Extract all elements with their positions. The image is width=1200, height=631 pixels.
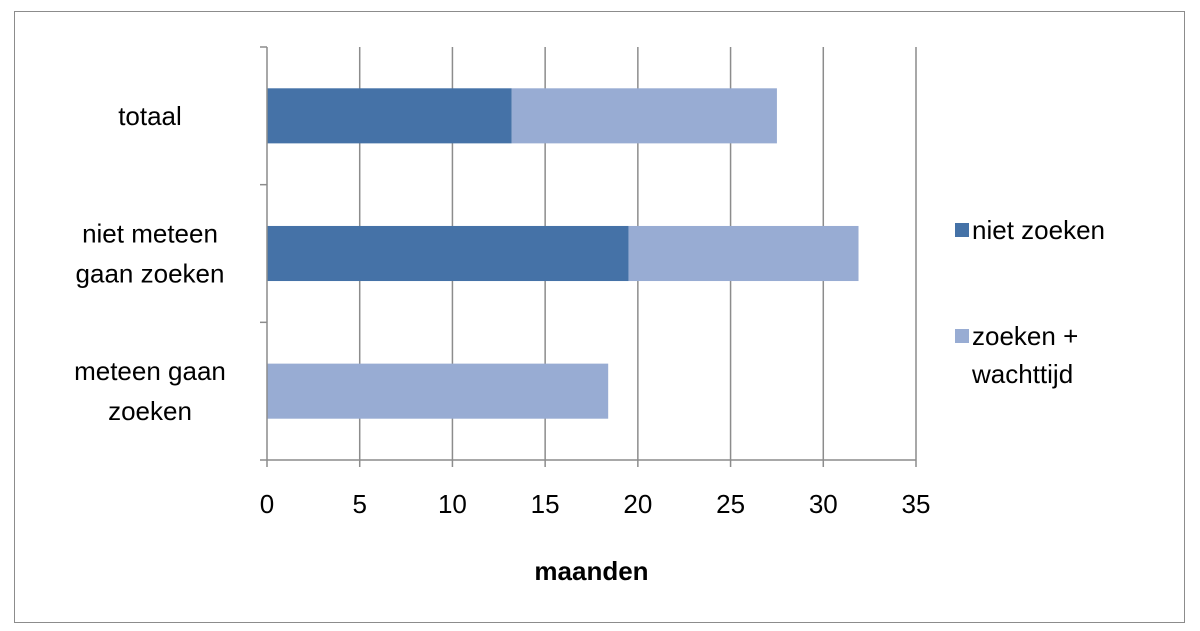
category-label: totaal bbox=[118, 101, 182, 131]
x-tick-label: 0 bbox=[260, 489, 274, 519]
legend-label: niet zoeken bbox=[972, 215, 1105, 245]
x-tick-label: 10 bbox=[438, 489, 467, 519]
bar-zoeken-wachttijd-1 bbox=[628, 225, 859, 282]
bar-niet-zoeken-1 bbox=[267, 225, 629, 282]
category-labels: meteen gaan zoeken niet meteen gaan zoeken t… bbox=[74, 101, 226, 426]
category-label: niet meteen gaan zoeken bbox=[76, 219, 225, 289]
x-tick-label: 30 bbox=[809, 489, 838, 519]
x-tick-label: 15 bbox=[531, 489, 560, 519]
category-label: meteen gaan zoeken bbox=[74, 356, 226, 426]
x-tick-label: 35 bbox=[902, 489, 931, 519]
bars bbox=[267, 88, 859, 419]
bar-zoeken-wachttijd-2 bbox=[511, 88, 777, 144]
legend: niet zoeken zoeken + wachttijd bbox=[955, 215, 1105, 389]
legend-swatch bbox=[955, 329, 969, 343]
legend-swatch bbox=[955, 223, 969, 237]
x-tick-label: 25 bbox=[716, 489, 745, 519]
x-tick-labels: 0 5 10 15 20 25 30 35 bbox=[260, 489, 931, 519]
bar-zoeken-wachttijd-0 bbox=[267, 363, 609, 419]
x-tick-label: 5 bbox=[352, 489, 366, 519]
axes bbox=[260, 46, 917, 467]
bar-niet-zoeken-2 bbox=[267, 88, 512, 144]
x-axis-title: maanden bbox=[534, 556, 648, 586]
legend-label: zoeken + wachttijd bbox=[971, 321, 1078, 389]
x-tick-label: 20 bbox=[623, 489, 652, 519]
